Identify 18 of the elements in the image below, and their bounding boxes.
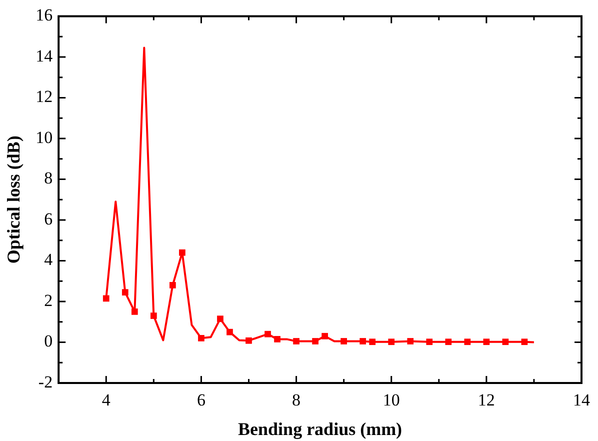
- x-tick-label: 14: [573, 390, 590, 410]
- y-tick-label: -2: [38, 372, 53, 392]
- y-tick-label: 4: [44, 250, 54, 270]
- x-tick-label: 4: [102, 390, 111, 410]
- x-tick-label: 8: [292, 390, 301, 410]
- y-tick-label: 10: [36, 128, 53, 147]
- y-tick-label: 16: [36, 6, 53, 25]
- y-tick-label: 14: [36, 46, 54, 66]
- y-tick-label: 12: [36, 87, 53, 106]
- x-tick-label: 6: [196, 390, 206, 410]
- y-tick-label: 8: [44, 168, 53, 188]
- x-axis-title: Bending radius (mm): [238, 418, 402, 439]
- y-tick-label: 0: [44, 332, 53, 351]
- x-tick-label: 12: [478, 390, 495, 410]
- y-tick-label: 6: [44, 209, 53, 228]
- x-tick-label: 10: [382, 390, 400, 410]
- y-tick-label: 2: [44, 290, 53, 310]
- y-axis-title: Optical loss (dB): [3, 136, 24, 264]
